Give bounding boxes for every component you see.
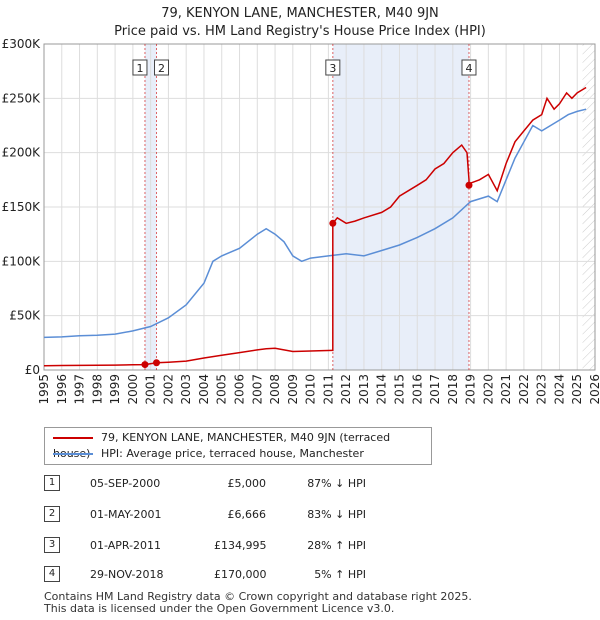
legend-swatch-property (53, 437, 93, 439)
sale-3-point (329, 219, 337, 227)
x-tick-label: 1997 (73, 374, 87, 405)
legend-item-hpi: HPI: Average price, terraced house, Manc… (53, 446, 364, 462)
x-tick-label: 2000 (126, 374, 140, 405)
x-tick-label: 2018 (446, 374, 460, 405)
chart-title-address: 79, KENYON LANE, MANCHESTER, M40 9JN (161, 6, 439, 21)
x-tick-label: 1996 (55, 374, 69, 405)
y-tick-label: £50K (9, 309, 41, 323)
sale-date: 05-SEP-2000 (90, 477, 161, 490)
x-tick-label: 2004 (197, 374, 211, 405)
sale-4-badge-box (461, 59, 477, 76)
series-line-property (43, 86, 587, 367)
sale-date: 29-NOV-2018 (90, 568, 164, 581)
sale-2-badge-box (154, 59, 170, 76)
price-chart: £0 £50K £100K £150K £200K £250K £300K 1995 1996 1… (2, 37, 600, 405)
sale-1-badge-label: 1 (136, 62, 143, 75)
x-tick-label: 2023 (535, 374, 549, 405)
plot-frame (43, 43, 596, 371)
y-tick-label: £150K (2, 200, 42, 214)
x-tick-label: 1998 (90, 374, 104, 405)
x-tick-label: 1999 (108, 374, 122, 405)
sale-3-badge-label: 3 (329, 62, 336, 75)
sale-price: £6,666 (227, 508, 267, 521)
y-tick-label: £0 (25, 363, 40, 377)
sale-3-badge-box (325, 59, 341, 76)
x-tick-label: 1995 (37, 374, 51, 405)
sale-number-badge: 4 (44, 566, 60, 582)
sale-price: £170,000 (214, 568, 267, 581)
sale-date: 01-APR-2011 (90, 539, 162, 552)
x-tick-label: 2014 (375, 374, 389, 405)
sale-hpi-diff: 5% ↑ HPI (314, 568, 366, 581)
chart-subtitle: Price paid vs. HM Land Registry's House … (114, 24, 486, 39)
sale-hpi-diff: 83% ↓ HPI (307, 508, 366, 521)
x-tick-label: 2012 (339, 374, 353, 405)
x-tick-label: 2015 (392, 374, 406, 405)
sale-price: £134,995 (214, 539, 267, 552)
y-tick-label: £100K (2, 254, 42, 268)
x-tick-label: 2006 (233, 374, 247, 405)
x-tick-label: 2016 (410, 374, 424, 405)
sale-number-badge: 1 (44, 475, 60, 491)
x-tick-label: 2013 (357, 374, 371, 405)
x-tick-label: 2011 (321, 374, 335, 405)
sale-number-badge: 3 (44, 537, 60, 553)
footer-copyright: Contains HM Land Registry data © Crown c… (44, 590, 472, 603)
series-line-hpi (43, 108, 587, 339)
x-tick-label: 2024 (552, 374, 566, 405)
x-tick-label: 2019 (464, 374, 478, 405)
x-tick-label: 2010 (304, 374, 318, 405)
x-tick-label: 2026 (588, 374, 600, 405)
x-tick-label: 2002 (161, 374, 175, 405)
x-tick-label: 2003 (179, 374, 193, 405)
y-tick-label: £200K (2, 146, 42, 160)
y-tick-label: £300K (2, 37, 42, 51)
sale-date: 01-MAY-2001 (90, 508, 162, 521)
footer-notice: Contains HM Land Registry data © Crown c… (44, 591, 472, 615)
sale-hpi-diff: 87% ↓ HPI (307, 477, 366, 490)
sale-hpi-diff: 28% ↑ HPI (307, 539, 366, 552)
x-tick-label: 2009 (286, 374, 300, 405)
x-tick-label: 2008 (268, 374, 282, 405)
x-tick-label: 2025 (570, 374, 584, 405)
x-tick-label: 2007 (250, 374, 264, 405)
x-tick-label: 2005 (215, 374, 229, 405)
legend: 79, KENYON LANE, MANCHESTER, M40 9JN (te… (44, 427, 432, 465)
sale-2-badge-label: 2 (158, 62, 165, 75)
x-tick-label: 2020 (481, 374, 495, 405)
x-tick-label: 2017 (428, 374, 442, 405)
x-tick-label: 2021 (499, 374, 513, 405)
legend-item-property: 79, KENYON LANE, MANCHESTER, M40 9JN (te… (53, 430, 431, 460)
x-tick-label: 2001 (144, 374, 158, 405)
sale-1-point (141, 361, 149, 369)
sale-4-badge-label: 4 (465, 62, 472, 75)
x-tick-label: 2022 (517, 374, 531, 405)
footer-licence: This data is licensed under the Open Gov… (44, 602, 395, 615)
legend-swatch-hpi (53, 453, 93, 455)
y-tick-label: £250K (2, 91, 42, 105)
sale-1-badge-box (132, 59, 148, 76)
sale-4-point (465, 181, 473, 189)
sale-number-badge: 2 (44, 506, 60, 522)
sale-price: £5,000 (227, 477, 267, 490)
legend-label-hpi: HPI: Average price, terraced house, Manc… (101, 447, 364, 460)
sale-2-point (153, 359, 161, 367)
